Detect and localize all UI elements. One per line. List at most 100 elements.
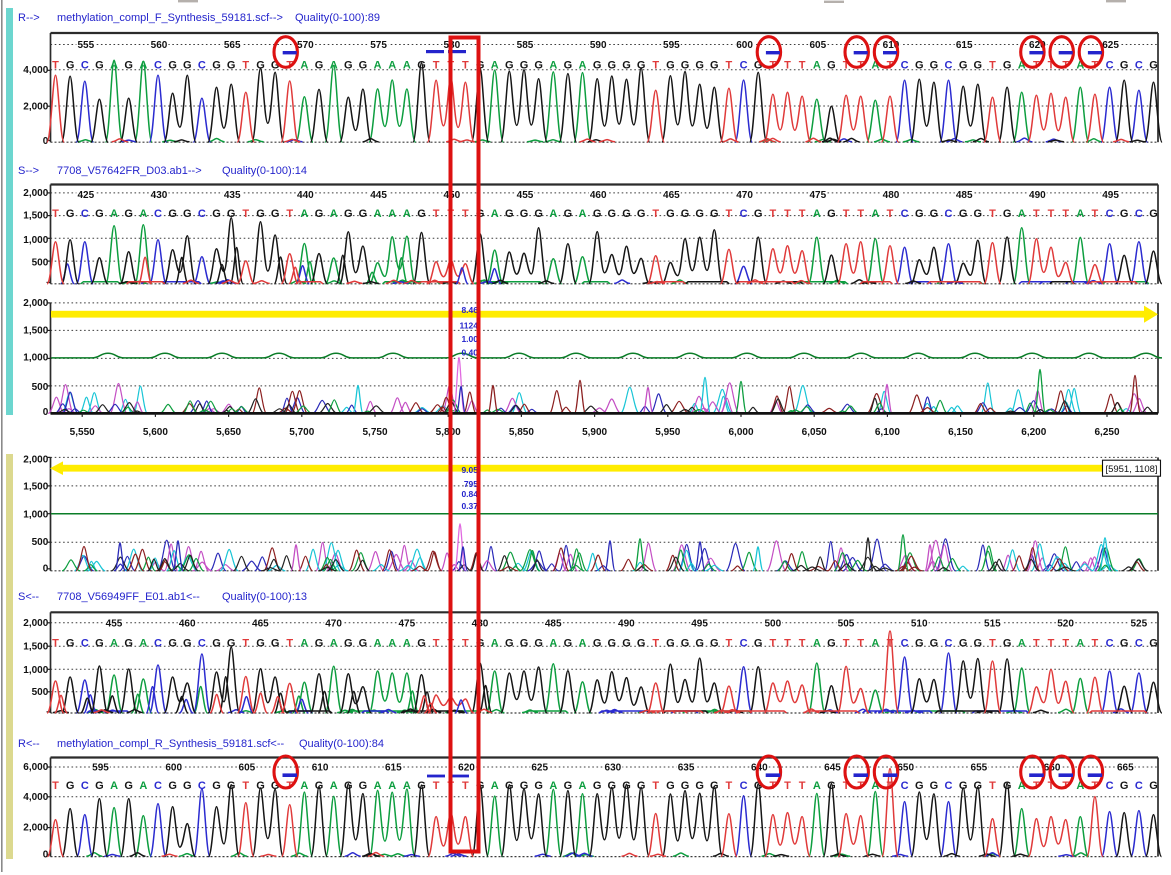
svg-text:455: 455 — [106, 619, 123, 630]
svg-text:600: 600 — [736, 40, 753, 51]
svg-text:1,000: 1,000 — [23, 353, 48, 364]
svg-text:645: 645 — [824, 763, 841, 774]
svg-text:620: 620 — [1029, 40, 1046, 51]
svg-text:625: 625 — [531, 763, 548, 774]
svg-text:S-->: S--> — [18, 165, 39, 177]
svg-text:515: 515 — [984, 619, 1001, 630]
svg-text:665: 665 — [1117, 763, 1134, 774]
svg-text:5,950: 5,950 — [655, 427, 680, 438]
svg-text:9.05: 9.05 — [461, 465, 478, 475]
svg-text:1,500: 1,500 — [23, 641, 48, 652]
svg-text:methylation_compl_F_Synthesis_: methylation_compl_F_Synthesis_59181.scf-… — [57, 12, 283, 24]
svg-text:4,000: 4,000 — [23, 792, 48, 803]
svg-text:0.37: 0.37 — [461, 501, 478, 511]
svg-text:465: 465 — [663, 190, 680, 201]
svg-text:485: 485 — [545, 619, 562, 630]
svg-text:605: 605 — [239, 763, 256, 774]
svg-text:1,500: 1,500 — [23, 482, 48, 493]
svg-text:500: 500 — [32, 537, 49, 548]
svg-text:615: 615 — [385, 763, 402, 774]
svg-text:0.84: 0.84 — [461, 489, 478, 499]
svg-text:470: 470 — [325, 619, 342, 630]
svg-text:620: 620 — [458, 763, 475, 774]
svg-text:500: 500 — [32, 257, 49, 268]
svg-text:640: 640 — [751, 763, 768, 774]
svg-text:585: 585 — [517, 40, 534, 51]
svg-text:6,000: 6,000 — [23, 762, 48, 773]
svg-text:2,000: 2,000 — [23, 101, 48, 112]
svg-text:650: 650 — [897, 763, 914, 774]
svg-text:610: 610 — [883, 40, 900, 51]
svg-text:430: 430 — [151, 190, 168, 201]
svg-text:485: 485 — [956, 190, 973, 201]
svg-text:0: 0 — [43, 850, 49, 861]
svg-text:460: 460 — [590, 190, 607, 201]
svg-text:475: 475 — [809, 190, 826, 201]
svg-text:595: 595 — [92, 763, 109, 774]
svg-text:425: 425 — [77, 190, 94, 201]
svg-text:2,000: 2,000 — [23, 823, 48, 834]
svg-text:655: 655 — [971, 763, 988, 774]
svg-text:570: 570 — [297, 40, 314, 51]
svg-text:1,000: 1,000 — [23, 509, 48, 520]
svg-text:495: 495 — [1102, 190, 1119, 201]
svg-text:6,250: 6,250 — [1094, 427, 1119, 438]
svg-text:5,550: 5,550 — [70, 427, 95, 438]
svg-text:600: 600 — [165, 763, 182, 774]
svg-text:0: 0 — [43, 136, 49, 147]
svg-text:470: 470 — [736, 190, 753, 201]
svg-text:0: 0 — [43, 407, 49, 418]
svg-text:[5951, 1108]: [5951, 1108] — [1105, 464, 1157, 475]
svg-text:465: 465 — [252, 619, 269, 630]
svg-text:520: 520 — [1057, 619, 1074, 630]
svg-text:475: 475 — [398, 619, 415, 630]
svg-text:7708_V57642FR_D03.ab1-->: 7708_V57642FR_D03.ab1--> — [57, 165, 202, 177]
svg-text:6,050: 6,050 — [802, 427, 827, 438]
svg-text:505: 505 — [838, 619, 855, 630]
svg-text:4,000: 4,000 — [23, 65, 48, 76]
svg-text:610: 610 — [312, 763, 329, 774]
svg-text:660: 660 — [1044, 763, 1061, 774]
svg-text:445: 445 — [370, 190, 387, 201]
svg-text:595: 595 — [663, 40, 680, 51]
svg-text:0: 0 — [43, 564, 49, 575]
svg-text:2,000: 2,000 — [23, 455, 48, 466]
svg-text:R-->: R--> — [18, 12, 40, 24]
svg-text:6,150: 6,150 — [948, 427, 973, 438]
svg-text:635: 635 — [678, 763, 695, 774]
svg-text:510: 510 — [911, 619, 928, 630]
svg-text:630: 630 — [605, 763, 622, 774]
svg-text:6,200: 6,200 — [1021, 427, 1046, 438]
svg-text:795: 795 — [464, 479, 478, 489]
svg-text:1,500: 1,500 — [23, 211, 48, 222]
svg-text:490: 490 — [1029, 190, 1046, 201]
svg-text:Quality(0-100):13: Quality(0-100):13 — [222, 591, 307, 603]
svg-text:5,800: 5,800 — [436, 427, 461, 438]
svg-text:7708_V56949FF_E01.ab1<--: 7708_V56949FF_E01.ab1<-- — [57, 591, 200, 603]
svg-text:1,000: 1,000 — [23, 665, 48, 676]
svg-text:R<--: R<-- — [18, 738, 40, 750]
svg-text:2,000: 2,000 — [23, 298, 48, 309]
svg-text:555: 555 — [77, 40, 94, 51]
svg-text:1.00: 1.00 — [461, 334, 478, 344]
svg-text:460: 460 — [179, 619, 196, 630]
svg-text:5,750: 5,750 — [362, 427, 387, 438]
svg-text:575: 575 — [370, 40, 387, 51]
svg-text:2,000: 2,000 — [23, 618, 48, 629]
svg-text:methylation_compl_R_Synthesis_: methylation_compl_R_Synthesis_59181.scf<… — [57, 738, 284, 750]
svg-text:Quality(0-100):89: Quality(0-100):89 — [295, 12, 380, 24]
svg-text:5,650: 5,650 — [216, 427, 241, 438]
svg-text:455: 455 — [517, 190, 534, 201]
svg-text:Quality(0-100):14: Quality(0-100):14 — [222, 165, 307, 177]
svg-text:2,000: 2,000 — [23, 188, 48, 199]
svg-text:500: 500 — [764, 619, 781, 630]
svg-text:Quality(0-100):84: Quality(0-100):84 — [299, 738, 384, 750]
svg-text:S<--: S<-- — [18, 591, 39, 603]
